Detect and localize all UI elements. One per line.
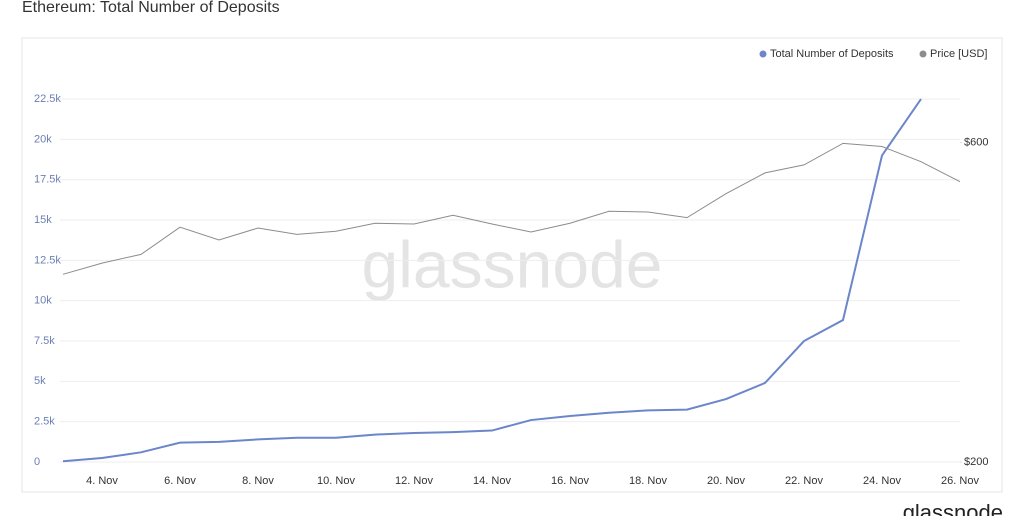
x-tick-label: 8. Nov [242,475,274,487]
series-line [62,98,922,463]
x-tick-label: 26. Nov [941,475,979,487]
legend-marker[interactable] [919,50,927,58]
x-tick-label: 4. Nov [86,475,118,487]
y-tick-label: 22.5k [34,93,61,105]
x-tick-label: 10. Nov [317,475,355,487]
y-tick-label: 12.5k [34,254,61,266]
legend-label[interactable]: Total Number of Deposits [770,48,894,60]
x-tick-label: 22. Nov [785,475,823,487]
y-tick-label: 7.5k [34,335,55,347]
x-tick-label: 18. Nov [629,475,667,487]
y-tick-label: 20k [34,133,52,145]
y-tick-label: 15k [34,214,52,226]
y-tick-label: 5k [34,375,46,387]
x-tick-label: 20. Nov [707,475,745,487]
x-tick-label: 12. Nov [395,475,433,487]
y-tick-label: 10k [34,295,52,307]
y2-tick-label: $200 [964,456,988,468]
series-line [62,142,961,275]
y-tick-label: 2.5k [34,416,55,428]
legend-marker[interactable] [759,50,767,58]
x-tick-label: 24. Nov [863,475,901,487]
y2-tick-label: $600 [964,136,988,148]
chart-title: Ethereum: Total Number of Deposits [22,0,280,16]
watermark: glassnode [362,227,663,301]
y-tick-label: 0 [34,456,40,468]
legend-label[interactable]: Price [USD] [930,48,987,60]
chart-frame [21,37,1003,493]
footer-logo: glassnode [903,500,1003,516]
x-tick-label: 16. Nov [551,475,589,487]
x-tick-label: 6. Nov [164,475,196,487]
x-tick-label: 14. Nov [473,475,511,487]
y-tick-label: 17.5k [34,174,61,186]
